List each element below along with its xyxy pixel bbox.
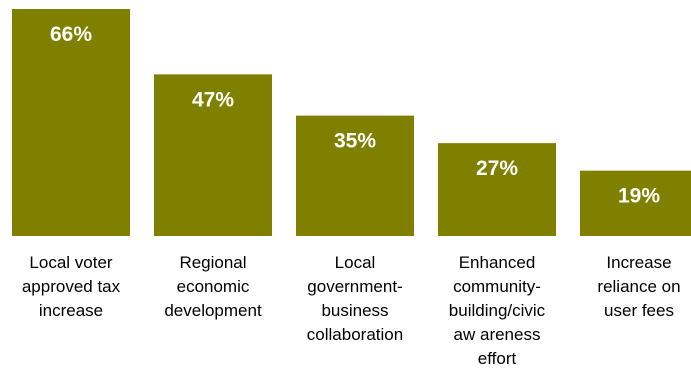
category-label: building/civic [449,301,546,320]
bar-value-label: 27% [476,157,518,180]
category-label: Increase [606,253,671,272]
bar-3 [296,115,414,236]
category-label: approved tax [22,277,121,296]
category-label: development [164,301,262,320]
bar-value-label: 47% [192,88,234,111]
category-label: Local voter [29,253,112,272]
category-label: government- [307,277,402,296]
category-label: effort [478,349,517,368]
bar-value-label: 19% [618,185,660,208]
bar-4 [438,143,556,236]
bar-5 [580,170,691,236]
bar-2 [154,74,272,237]
category-label: user fees [604,301,674,320]
bar-value-label: 35% [334,130,376,153]
category-label: aw areness [454,325,541,344]
category-label: Enhanced [459,253,536,272]
category-label: reliance on [597,277,680,296]
category-label: collaboration [307,325,403,344]
category-label: increase [39,301,103,320]
category-label: business [321,301,388,320]
category-label: Regional [179,253,246,272]
category-label: community- [453,277,541,296]
category-label: economic [177,277,250,296]
bar-value-label: 66% [50,23,92,46]
category-label: Local [335,253,376,272]
bar-1 [12,9,130,236]
